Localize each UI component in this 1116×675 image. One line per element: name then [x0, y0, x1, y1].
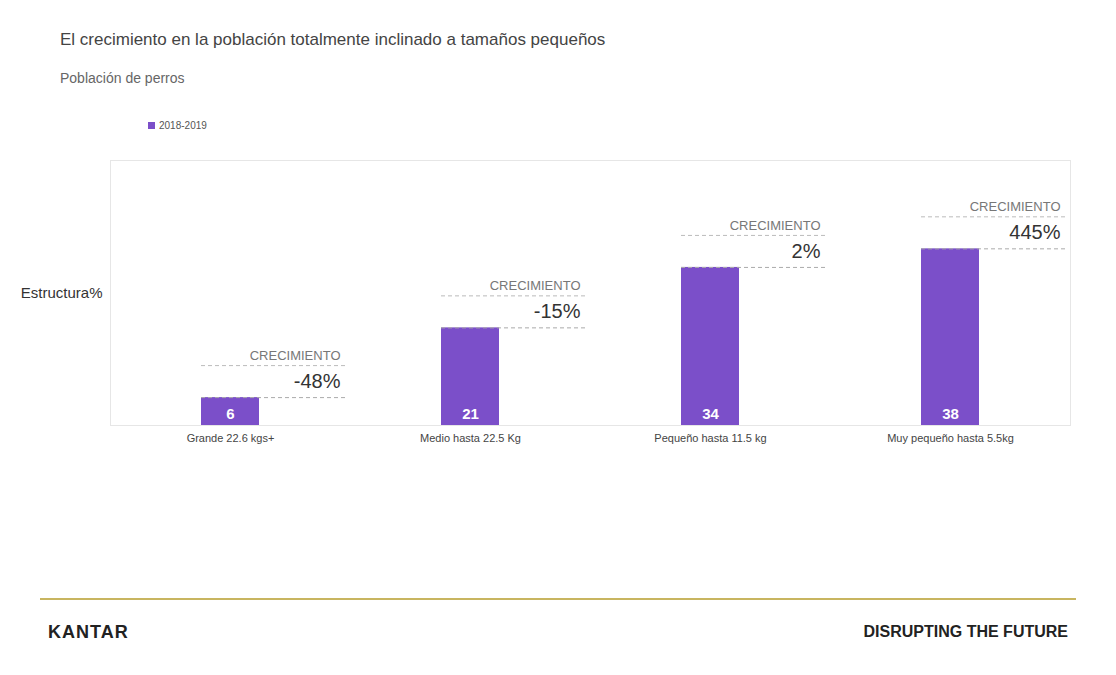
- svg-text:6: 6: [226, 405, 234, 422]
- svg-text:Medio hasta 22.5 Kg: Medio hasta 22.5 Kg: [420, 432, 521, 444]
- svg-text:38: 38: [942, 405, 959, 422]
- svg-text:-15%: -15%: [534, 300, 581, 322]
- svg-text:-48%: -48%: [294, 370, 341, 392]
- svg-text:CRECIMIENTO: CRECIMIENTO: [250, 348, 341, 363]
- svg-text:Muy pequeño hasta 5.5kg: Muy pequeño hasta 5.5kg: [887, 432, 1014, 444]
- svg-text:CRECIMIENTO: CRECIMIENTO: [490, 278, 581, 293]
- svg-text:21: 21: [462, 405, 479, 422]
- svg-text:Grande 22.6 kgs+: Grande 22.6 kgs+: [187, 432, 275, 444]
- svg-text:34: 34: [702, 405, 719, 422]
- svg-text:CRECIMIENTO: CRECIMIENTO: [730, 218, 821, 233]
- html-text:DISRUPTING THE FUTURE: DISRUPTING THE FUTURE: [863, 623, 1068, 640]
- html-text:2018-2019: 2018-2019: [159, 120, 207, 131]
- svg-text:Pequeño hasta 11.5 kg: Pequeño hasta 11.5 kg: [654, 432, 766, 444]
- html-text:KANTAR: KANTAR: [48, 622, 129, 642]
- svg-text:445%: 445%: [1009, 221, 1060, 243]
- html-text:Población de perros: Población de perros: [60, 70, 185, 86]
- svg-text:2%: 2%: [792, 240, 821, 262]
- svg-text:CRECIMIENTO: CRECIMIENTO: [970, 199, 1061, 214]
- svg-text:Estructura%: Estructura%: [21, 284, 103, 301]
- html-text:El crecimiento en la población: El crecimiento en la población totalment…: [60, 30, 606, 49]
